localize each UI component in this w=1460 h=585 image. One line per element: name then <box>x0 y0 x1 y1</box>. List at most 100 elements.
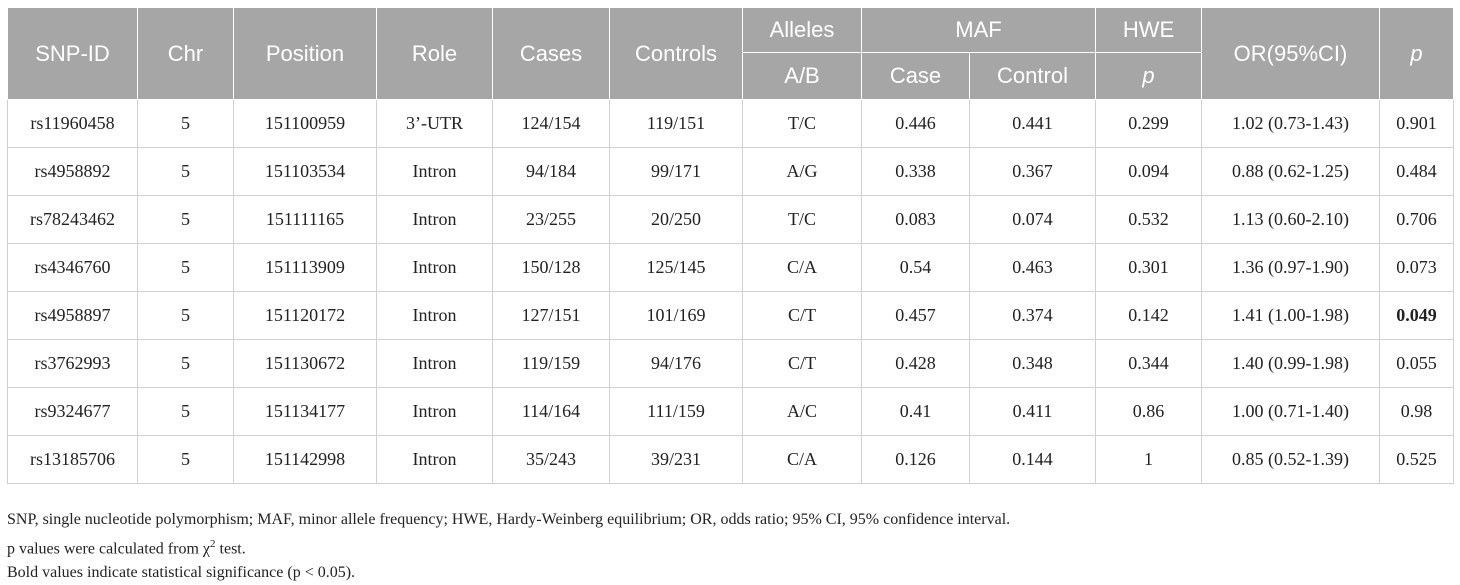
cell-cases: 150/128 <box>492 243 610 292</box>
header-hwe: HWE <box>1095 7 1203 53</box>
footnote-significance: Bold values indicate statistical signifi… <box>7 564 356 582</box>
cell-snp-id: rs11960458 <box>7 99 138 148</box>
cell-snp-id: rs4958897 <box>7 291 138 340</box>
header-cases: Cases <box>492 7 610 100</box>
cell-position: 151111165 <box>233 195 377 244</box>
footnote-test-suffix: test. <box>215 540 246 558</box>
cell-hwe: 0.532 <box>1095 195 1203 244</box>
cell-cases: 127/151 <box>492 291 610 340</box>
cell-alleles: C/A <box>742 435 862 484</box>
cell-controls: 119/151 <box>609 99 743 148</box>
cell-hwe: 0.344 <box>1095 339 1203 388</box>
cell-p: 0.055 <box>1379 339 1455 388</box>
cell-position: 151134177 <box>233 387 377 436</box>
cell-chr: 5 <box>137 243 234 292</box>
cell-snp-id: rs4346760 <box>7 243 138 292</box>
table-row: rs11960458 5 151100959 3’-UTR 124/154 119/151… <box>7 99 1455 148</box>
header-alleles-sub: A/B <box>742 52 862 100</box>
cell-role: Intron <box>376 147 493 196</box>
cell-or: 1.36 (0.97-1.90) <box>1201 243 1381 292</box>
table-row: rs78243462 5 151111165 Intron 23/255 20/250 T/… <box>7 195 1455 244</box>
table-row: rs13185706 5 151142998 Intron 35/243 39/231 C/… <box>7 435 1455 484</box>
cell-cases: 23/255 <box>492 195 610 244</box>
cell-or: 1.41 (1.00-1.98) <box>1201 291 1381 340</box>
footnote-test: p values were calculated from χ2 test. <box>7 532 1010 561</box>
footnote-test-sup: 2 <box>210 538 216 550</box>
cell-snp-id: rs78243462 <box>7 195 138 244</box>
cell-hwe: 1 <box>1095 435 1203 484</box>
cell-or: 1.02 (0.73-1.43) <box>1201 99 1381 148</box>
cell-chr: 5 <box>137 195 234 244</box>
cell-position: 151113909 <box>233 243 377 292</box>
cell-snp-id: rs3762993 <box>7 339 138 388</box>
cell-controls: 94/176 <box>609 339 743 388</box>
cell-role: Intron <box>376 435 493 484</box>
cell-hwe: 0.301 <box>1095 243 1203 292</box>
cell-chr: 5 <box>137 147 234 196</box>
cell-maf-control: 0.348 <box>968 339 1097 388</box>
cell-cases: 35/243 <box>492 435 610 484</box>
cell-position: 151130672 <box>233 339 377 388</box>
cell-maf-case: 0.54 <box>861 243 970 292</box>
cell-position: 151120172 <box>233 291 377 340</box>
cell-chr: 5 <box>137 99 234 148</box>
cell-chr: 5 <box>137 291 234 340</box>
cell-alleles: T/C <box>742 99 862 148</box>
cell-maf-case: 0.446 <box>861 99 970 148</box>
cell-maf-control: 0.144 <box>968 435 1097 484</box>
cell-alleles: A/G <box>742 147 862 196</box>
cell-cases: 119/159 <box>492 339 610 388</box>
header-or: OR(95%CI) <box>1201 7 1381 100</box>
cell-cases: 94/184 <box>492 147 610 196</box>
cell-role: Intron <box>376 243 493 292</box>
cell-p: 0.706 <box>1379 195 1455 244</box>
cell-position: 151142998 <box>233 435 377 484</box>
cell-controls: 99/171 <box>609 147 743 196</box>
cell-hwe: 0.86 <box>1095 387 1203 436</box>
cell-controls: 20/250 <box>609 195 743 244</box>
cell-p: 0.484 <box>1379 147 1455 196</box>
cell-p: 0.525 <box>1379 435 1455 484</box>
footnote-abbreviations: SNP, single nucleotide polymorphism; MAF… <box>7 511 1011 528</box>
snp-association-table: SNP-ID Chr Position Role Cases Controls … <box>7 7 1455 484</box>
cell-p: 0.98 <box>1379 387 1455 436</box>
cell-or: 1.00 (0.71-1.40) <box>1201 387 1381 436</box>
cell-or: 0.88 (0.62-1.25) <box>1201 147 1381 196</box>
cell-maf-case: 0.338 <box>861 147 970 196</box>
cell-or: 0.85 (0.52-1.39) <box>1201 435 1381 484</box>
footnote-test-prefix: p values were calculated from χ <box>7 540 211 558</box>
cell-p: 0.049 <box>1379 291 1455 340</box>
header-maf-control: Control <box>968 52 1097 100</box>
cell-controls: 111/159 <box>609 387 743 436</box>
table-row: rs9324677 5 151134177 Intron 114/164 111/159 A… <box>7 387 1455 436</box>
cell-cases: 124/154 <box>492 99 610 148</box>
cell-snp-id: rs13185706 <box>7 435 138 484</box>
cell-role: 3’-UTR <box>376 99 493 148</box>
cell-chr: 5 <box>137 435 234 484</box>
cell-snp-id: rs4958892 <box>7 147 138 196</box>
header-controls: Controls <box>609 7 743 100</box>
cell-snp-id: rs9324677 <box>7 387 138 436</box>
cell-maf-control: 0.367 <box>968 147 1097 196</box>
cell-alleles: T/C <box>742 195 862 244</box>
cell-maf-case: 0.428 <box>861 339 970 388</box>
cell-maf-control: 0.411 <box>968 387 1097 436</box>
cell-maf-case: 0.126 <box>861 435 970 484</box>
cell-hwe: 0.142 <box>1095 291 1203 340</box>
cell-or: 1.13 (0.60-2.10) <box>1201 195 1381 244</box>
cell-alleles: C/T <box>742 339 862 388</box>
cell-maf-control: 0.441 <box>968 99 1097 148</box>
cell-maf-case: 0.457 <box>861 291 970 340</box>
table-container: SNP-ID Chr Position Role Cases Controls … <box>7 7 1455 484</box>
table-body: rs11960458 5 151100959 3’-UTR 124/154 119/151… <box>7 99 1455 484</box>
cell-maf-case: 0.083 <box>861 195 970 244</box>
cell-alleles: C/T <box>742 291 862 340</box>
cell-or: 1.40 (0.99-1.98) <box>1201 339 1381 388</box>
header-maf: MAF <box>860 7 1097 53</box>
cell-controls: 39/231 <box>609 435 743 484</box>
cell-cases: 114/164 <box>492 387 610 436</box>
cell-role: Intron <box>376 291 493 340</box>
cell-maf-control: 0.374 <box>968 291 1097 340</box>
cell-chr: 5 <box>137 339 234 388</box>
cell-position: 151100959 <box>233 99 377 148</box>
